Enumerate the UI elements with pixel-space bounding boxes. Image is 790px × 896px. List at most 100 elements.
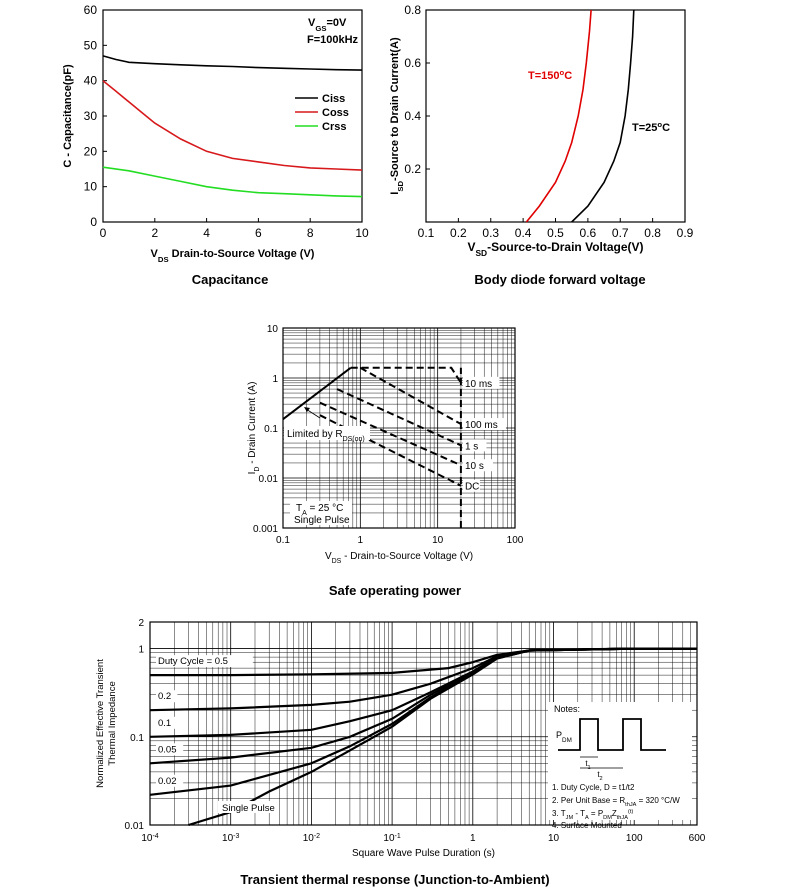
- y-axis-title: ISD-Source to Drain Current(A): [390, 37, 405, 195]
- x-tick-label: 10: [355, 226, 369, 240]
- series-t25: [571, 9, 635, 223]
- label-bg: [462, 459, 493, 472]
- x-tick-label: 1: [358, 535, 364, 546]
- y-axis-title-2: Thermal Impedance: [107, 681, 118, 765]
- y-tick-label: 10: [267, 324, 279, 335]
- y-axis-title-1: Normalized Effective Transient: [95, 659, 106, 788]
- label-bg: [156, 774, 184, 787]
- soa-caption: Safe operating power: [328, 583, 462, 598]
- plot-frame: [149, 621, 698, 826]
- body-diode-chart: 0.1 0.2 0.3 0.4 0.5 0.6 0.7 0.8 0.9 0.2 0.4 0.6 0.8 T…: [390, 3, 694, 258]
- x-tick-label: 6: [255, 226, 262, 240]
- label-bg: [156, 655, 253, 668]
- label-bg: [156, 716, 178, 729]
- y-tick-label: 0.1: [264, 424, 278, 435]
- series-t150: [525, 9, 592, 223]
- legend-label-crss: Crss: [322, 121, 346, 133]
- y-tick-label: 1: [138, 645, 144, 656]
- x-tick-label: 10-1: [383, 833, 400, 845]
- notes-title: Notes:: [554, 704, 580, 714]
- capacitance-caption: Capacitance: [191, 272, 269, 287]
- notes-t2: t2: [597, 770, 602, 782]
- y-tick-label: 0.01: [125, 821, 145, 832]
- label-bg: [290, 501, 352, 525]
- label-bg: [156, 743, 184, 756]
- label-bg: [462, 418, 506, 431]
- x-tick-label: 0.1: [418, 226, 435, 240]
- capacitance-chart: 0 2 4 6 8 10 0 10 20 30 40 50 60 Ciss Coss Crss VGS=0VF=…: [62, 3, 369, 264]
- series-single-pulse: [188, 647, 697, 827]
- series-100-ms: [359, 366, 462, 425]
- y-tick-label: 10: [84, 180, 98, 194]
- series-crss: [102, 166, 363, 198]
- y-tick-label: 0.8: [404, 3, 421, 17]
- x-tick-label: 2: [151, 226, 158, 240]
- y-tick-label: 2: [138, 618, 144, 629]
- thermal-caption: Transient thermal response (Junction-to-…: [240, 872, 550, 887]
- x-tick-label: 0.8: [644, 226, 661, 240]
- label-dc-1: 0.2: [158, 691, 171, 702]
- notes-line-1: 1. Duty Cycle, D = t1/t2: [552, 783, 635, 792]
- y-tick-label: 20: [84, 144, 98, 158]
- y-tick-label: 0.1: [130, 733, 144, 744]
- series-dc: [319, 414, 462, 487]
- soa-chart: 0.1 1 10 100 0.001 0.01 0.1 1 10 10 ms 100 ms 1 s 10…: [247, 324, 524, 565]
- y-tick-label: 0.6: [404, 56, 421, 70]
- y-tick-label: 40: [84, 74, 98, 88]
- x-tick-label: 0.9: [677, 226, 694, 240]
- label-10-s: 10 s: [465, 461, 484, 472]
- notes-pdm: PDM: [556, 730, 572, 744]
- x-tick-label: 10: [548, 833, 560, 844]
- x-tick-label: 100: [626, 833, 643, 844]
- x-axis-title: VDS - Drain-to-Source Voltage (V): [325, 551, 473, 565]
- series-limited-by-rds-on-: [282, 367, 352, 420]
- label-100-ms: 100 ms: [465, 420, 498, 431]
- label-t25: T=25oC: [632, 120, 670, 135]
- y-tick-label: 30: [84, 109, 98, 123]
- body-diode-caption: Body diode forward voltage: [474, 272, 646, 287]
- notes-box: [548, 702, 692, 820]
- x-tick-label: 0.7: [612, 226, 629, 240]
- label-bg: [284, 426, 370, 440]
- legend-label-coss: Coss: [322, 107, 349, 119]
- y-axis-title: ID - Drain Current (A): [247, 382, 261, 475]
- y-tick-label: 1: [272, 374, 278, 385]
- label-ta: TA = 25 °C: [296, 503, 343, 517]
- x-tick-label: 0.5: [547, 226, 564, 240]
- label-bg: [462, 376, 500, 389]
- x-tick-label: 100: [507, 535, 524, 546]
- series-coss: [102, 80, 363, 171]
- arrow-line: [305, 408, 321, 419]
- notes-waveform: [558, 718, 666, 751]
- y-tick-label: 0: [90, 215, 97, 229]
- label-bg: [218, 801, 278, 813]
- label-single-pulse: Single Pulse: [222, 803, 275, 814]
- label-bg: [462, 479, 480, 492]
- notes-line-4: 4. Surface Mounted: [552, 821, 622, 830]
- y-tick-label: 0.4: [404, 109, 421, 123]
- series-1-s: [336, 388, 462, 447]
- x-tick-label: 10-2: [303, 833, 320, 845]
- y-tick-label: 50: [84, 38, 98, 52]
- annotation-vgs: VGS=0V: [308, 17, 347, 33]
- y-axis-title: C - Capacitance(pF): [62, 64, 74, 168]
- label-limited-rds: Limited by RDS(on): [287, 429, 365, 443]
- y-tick-label: 0.001: [253, 524, 278, 535]
- label-dc-4: 0.02: [158, 776, 177, 787]
- x-tick-label: 0.3: [482, 226, 499, 240]
- arrow-head: [304, 407, 310, 412]
- x-tick-label: 0.6: [580, 226, 597, 240]
- y-tick-label: 0.2: [404, 162, 421, 176]
- x-tick-label: 10-4: [141, 833, 158, 845]
- notes-t1: t1: [585, 759, 590, 771]
- x-tick-label: 8: [307, 226, 314, 240]
- x-tick-label: 0.4: [515, 226, 532, 240]
- x-tick-label: 4: [203, 226, 210, 240]
- x-tick-label: 10: [432, 535, 444, 546]
- y-tick-label: 60: [84, 3, 98, 17]
- x-axis-title: VDS Drain-to-Source Voltage (V): [151, 248, 315, 264]
- label-dc-3: 0.05: [158, 744, 177, 755]
- label-t150: T=150oC: [528, 68, 572, 83]
- label-1-s: 1 s: [465, 441, 478, 452]
- x-tick-label: 0: [100, 226, 107, 240]
